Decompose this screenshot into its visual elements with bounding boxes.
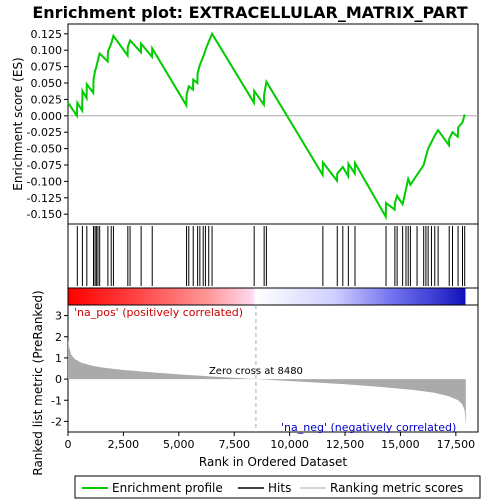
metric-y-axis: -2 -1 0 1 2 3 [51,310,68,428]
hits-panel [67,223,479,289]
es-y-axis: -0.150 -0.125 -0.100 -0.075 -0.050 -0.025 0.00… [27,28,68,221]
es-y-tick-label: 0.025 [31,93,63,106]
metric-y-tick-label: 1 [55,352,62,365]
es-y-tick-label: -0.075 [27,159,62,172]
es-y-tick-label: -0.050 [27,143,62,156]
hits-frame [67,223,479,289]
es-y-tick-label: 0.050 [31,77,63,90]
hit-markers [76,226,466,286]
metric-y-tick-label: 2 [55,331,62,344]
chart-title: Enrichment plot: EXTRACELLULAR_MATRIX_PA… [32,3,467,22]
x-tick-label: 10,000 [270,438,309,451]
ranked-metric-panel: Zero cross at 8480 'na_pos' (positively … [31,290,479,476]
legend-metric-label: Ranking metric scores [330,481,463,495]
enrichment-profile-line [67,31,466,221]
x-tick-label: 12,500 [326,438,365,451]
rank-heat-bar [67,287,479,306]
metric-y-tick-label: 0 [55,373,62,386]
legend-hits-label: Hits [268,481,291,495]
enrichment-score-panel: -0.150 -0.125 -0.100 -0.075 -0.050 -0.025 0.00… [11,23,479,225]
legend-enrichment-label: Enrichment profile [112,481,223,495]
metric-y-tick-label: -1 [51,394,62,407]
x-tick-label: 15,000 [381,438,420,451]
es-plot-frame [67,23,479,225]
es-y-tick-label: -0.100 [27,175,62,188]
zero-cross-label: Zero cross at 8480 [209,366,303,377]
x-tick-label: 5,000 [163,438,195,451]
es-y-tick-label: -0.125 [27,192,62,205]
negative-correlation-label: 'na_neg' (negatively correlated) [281,421,456,434]
x-tick-label: 2,500 [108,438,140,451]
legend: Enrichment profile Hits Ranking metric s… [74,475,481,499]
es-y-tick-label: 0.075 [31,61,63,74]
heat-bar-fill [67,287,479,306]
es-y-tick-label: -0.025 [27,126,62,139]
es-y-tick-label: 0.000 [31,110,63,123]
x-tick-label: 0 [65,438,72,451]
es-y-tick-label: -0.150 [27,208,62,221]
metric-y-tick-label: 3 [55,310,62,323]
x-axis-label: Rank in Ordered Dataset [199,455,347,469]
metric-y-tick-label: -2 [51,415,62,428]
es-y-tick-label: 0.100 [31,44,63,57]
positive-correlation-label: 'na_pos' (positively correlated) [74,306,243,319]
ranking-metric-area [68,339,466,426]
metric-y-axis-label: Ranked list metric (PreRanked) [31,290,45,475]
x-tick-label: 7,500 [218,438,250,451]
es-y-axis-label: Enrichment score (ES) [11,57,25,190]
x-tick-label: 17,500 [437,438,476,451]
legend-box [74,475,481,499]
es-y-tick-label: 0.125 [31,28,63,41]
x-axis: 0 2,500 5,000 7,500 10,000 12,500 15,000 17,500 [65,432,476,451]
